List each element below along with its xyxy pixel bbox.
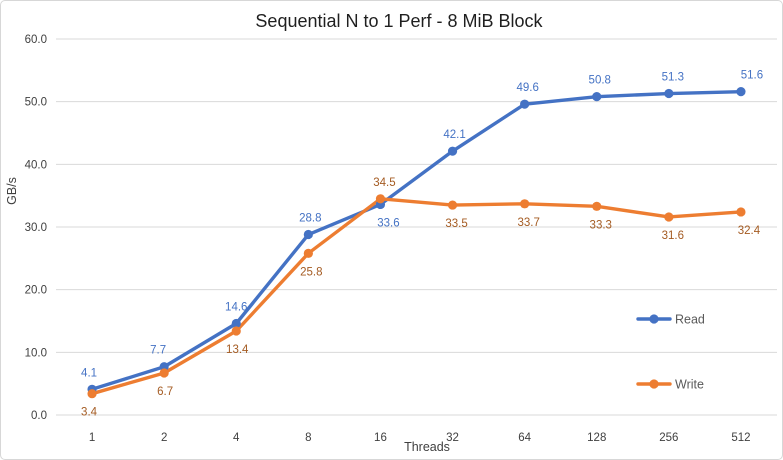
y-tick-label: 60.0 [25, 34, 47, 46]
series-markers [87, 87, 746, 399]
legend-marker-write [649, 379, 659, 389]
y-tick-label: 10.0 [25, 347, 47, 359]
gridlines [56, 38, 777, 416]
y-tick-labels: 0.0 10.0 20.0 30.0 40.0 50.0 60.0 [25, 34, 47, 422]
y-tick-label: 30.0 [25, 222, 47, 234]
legend-item-read[interactable]: Read [636, 313, 705, 327]
data-label-read: 51.6 [741, 70, 763, 82]
y-tick-label: 20.0 [25, 285, 47, 297]
marker-write [231, 326, 241, 336]
data-label-read: 14.6 [225, 302, 247, 314]
data-label-write: 34.5 [373, 177, 395, 189]
marker-read [664, 88, 674, 99]
data-label-write: 6.7 [157, 386, 173, 398]
marker-write [447, 200, 458, 210]
marker-read [736, 87, 746, 97]
marker-write [87, 389, 97, 399]
x-tick-label: 1 [89, 432, 95, 444]
legend: Read Write [636, 313, 705, 392]
marker-read [592, 92, 602, 102]
data-label-write: 33.3 [590, 219, 612, 231]
marker-write [592, 201, 602, 211]
x-tick-labels: 1 2 4 8 16 32 64 128 256 512 [89, 432, 751, 444]
x-tick-label: 8 [305, 432, 311, 444]
legend-item-write[interactable]: Write [636, 378, 704, 392]
series-line-read [90, 89, 743, 392]
y-tick-label: 0.0 [31, 410, 47, 422]
x-tick-label: 512 [731, 432, 750, 444]
y-tick-label: 50.0 [25, 97, 47, 109]
chart-title: Sequential N to 1 Perf - 8 MiB Block [255, 11, 543, 31]
data-label-write: 32.4 [738, 225, 761, 237]
marker-write [520, 199, 530, 209]
x-tick-label: 4 [233, 432, 240, 444]
legend-marker-read [649, 314, 659, 324]
data-label-read: 4.1 [81, 367, 97, 379]
x-tick-label: 32 [446, 432, 459, 444]
data-label-write: 31.6 [662, 230, 684, 242]
x-tick-label: 256 [659, 432, 678, 444]
data-label-write: 25.8 [300, 266, 322, 278]
data-label-read: 49.6 [516, 82, 538, 94]
data-label-read: 51.3 [662, 72, 684, 84]
marker-read [520, 99, 530, 109]
data-label-write: 3.4 [81, 407, 98, 419]
data-label-read: 50.8 [589, 75, 611, 87]
legend-label-read: Read [675, 313, 705, 327]
data-label-write: 13.4 [226, 344, 249, 356]
marker-write [303, 248, 313, 258]
marker-read [303, 229, 313, 240]
y-tick-label: 40.0 [25, 159, 47, 171]
data-label-write: 33.5 [445, 218, 467, 230]
x-tick-label: 16 [374, 432, 387, 444]
data-label-read: 28.8 [299, 213, 321, 225]
legend-label-write: Write [675, 378, 704, 392]
marker-write [159, 368, 169, 378]
marker-write [736, 207, 746, 217]
marker-read [231, 318, 241, 329]
data-label-read: 33.6 [377, 217, 399, 229]
series-line-write [90, 197, 743, 396]
x-tick-label: 64 [518, 432, 531, 444]
data-labels: 4.1 7.7 14.6 28.8 33.6 42.1 49.6 50.8 51.3 51.6 3.… [81, 70, 763, 419]
data-label-read: 7.7 [150, 345, 166, 357]
x-tick-label: 2 [161, 432, 167, 444]
x-tick-label: 128 [587, 432, 606, 444]
data-label-read: 42.1 [443, 129, 465, 141]
marker-read [447, 146, 458, 156]
series-lines [90, 89, 743, 396]
x-axis-title: Threads [404, 440, 450, 454]
marker-write [375, 194, 386, 204]
data-label-write: 33.7 [517, 217, 539, 229]
y-axis-title: GB/s [5, 177, 19, 205]
marker-write [664, 212, 674, 222]
